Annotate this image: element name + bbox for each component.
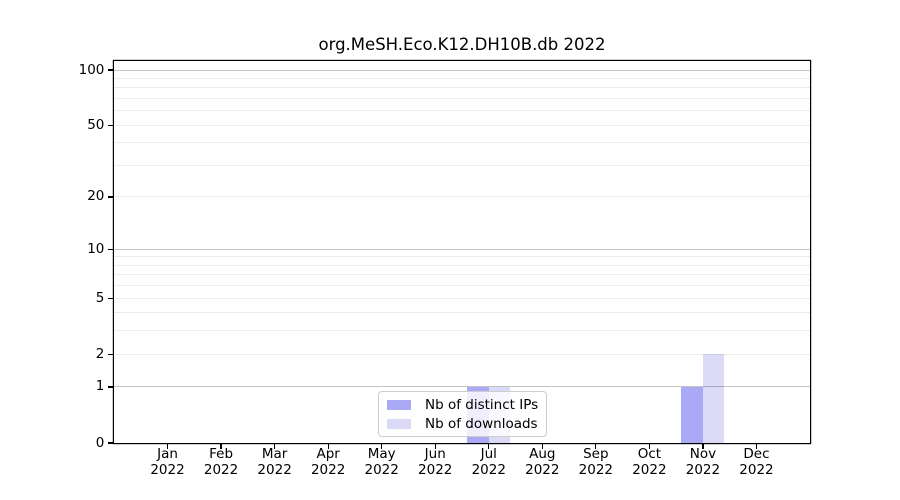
x-tick-apr xyxy=(327,444,329,450)
x-tick-oct xyxy=(648,444,651,450)
x-tick-label-feb: Feb 2022 xyxy=(185,446,257,478)
x-tick-year-jun: 2022 xyxy=(418,461,453,478)
gridline-y-4 xyxy=(114,312,810,314)
y-tick-label-50: 50 xyxy=(87,116,105,133)
x-tick-month-jun: Jun xyxy=(424,446,446,462)
legend-item-downloads: Nb of downloads xyxy=(385,416,539,432)
gridline-y-5 xyxy=(114,297,810,299)
y-tick-20 xyxy=(108,196,114,198)
gridline-y-60 xyxy=(114,110,810,112)
x-tick-month-apr: Apr xyxy=(316,446,340,462)
legend: Nb of distinct IPs Nb of downloads xyxy=(378,391,547,437)
y-tick-label-0: 0 xyxy=(95,434,105,451)
legend-swatch-distinct-ips xyxy=(387,399,411,410)
x-tick-year-jan: 2022 xyxy=(150,461,185,478)
x-tick-label-apr: Apr 2022 xyxy=(292,446,364,478)
legend-item-distinct-ips: Nb of distinct IPs xyxy=(385,397,539,413)
x-tick-jul xyxy=(488,444,490,450)
x-tick-dec xyxy=(755,444,758,450)
x-tick-month-may: May xyxy=(367,446,396,462)
legend-label-distinct-ips: Nb of distinct IPs xyxy=(425,396,539,413)
x-tick-year-aug: 2022 xyxy=(525,461,560,478)
x-tick-month-jan: Jan xyxy=(157,446,178,462)
x-tick-year-apr: 2022 xyxy=(310,461,346,478)
x-tick-label-nov: Nov 2022 xyxy=(667,446,739,478)
legend-label-downloads: Nb of downloads xyxy=(425,415,538,432)
x-tick-may xyxy=(381,444,383,450)
x-tick-label-sep: Sep 2022 xyxy=(560,446,632,478)
x-tick-year-feb: 2022 xyxy=(203,461,239,478)
x-tick-month-nov: Nov xyxy=(689,446,717,462)
gridline-y-50 xyxy=(114,124,810,126)
x-tick-feb xyxy=(220,444,222,450)
x-tick-label-jan: Jan 2022 xyxy=(132,446,204,478)
bar-nov-distinct-ips xyxy=(681,387,703,443)
x-tick-label-may: May 2022 xyxy=(346,446,418,478)
x-tick-year-nov: 2022 xyxy=(685,461,721,478)
chart-title: org.MeSH.Eco.K12.DH10B.db 2022 xyxy=(318,35,606,54)
x-tick-month-jul: Jul xyxy=(480,446,497,462)
x-tick-nov xyxy=(702,444,704,450)
x-tick-year-mar: 2022 xyxy=(257,461,292,478)
gridline-y-100 xyxy=(114,69,810,71)
x-tick-sep xyxy=(595,444,597,450)
y-tick-10 xyxy=(108,248,114,250)
x-tick-month-aug: Aug xyxy=(529,446,556,462)
gridline-y-10 xyxy=(114,248,810,250)
y-tick-100 xyxy=(108,69,114,71)
gridline-y-40 xyxy=(114,142,810,144)
x-tick-aug xyxy=(541,444,543,450)
gridline-y-90 xyxy=(114,77,810,79)
x-tick-month-feb: Feb xyxy=(209,446,234,462)
y-tick-0 xyxy=(108,442,114,444)
bar-nov-downloads xyxy=(702,354,725,443)
legend-swatch-downloads xyxy=(387,418,411,429)
gridline-y-8 xyxy=(114,264,810,266)
x-tick-month-oct: Oct xyxy=(637,446,662,462)
y-tick-label-10: 10 xyxy=(87,240,105,257)
x-tick-month-dec: Dec xyxy=(743,446,770,462)
y-tick-1 xyxy=(108,386,114,388)
x-tick-mar xyxy=(273,444,276,450)
x-tick-jan xyxy=(166,444,169,450)
x-tick-year-may: 2022 xyxy=(364,461,399,478)
x-tick-year-oct: 2022 xyxy=(632,461,667,478)
x-tick-label-jun: Jun 2022 xyxy=(399,446,471,478)
gridline-y-6 xyxy=(114,285,810,287)
y-tick-label-20: 20 xyxy=(87,188,105,205)
x-tick-label-oct: Oct 2022 xyxy=(613,446,685,478)
gridline-y-70 xyxy=(114,98,810,100)
y-tick-label-1: 1 xyxy=(95,378,105,395)
x-tick-month-mar: Mar xyxy=(261,446,288,462)
x-tick-month-sep: Sep xyxy=(583,446,609,462)
y-tick-label-100: 100 xyxy=(78,61,105,78)
x-tick-label-dec: Dec 2022 xyxy=(720,446,792,478)
x-tick-label-jul: Jul 2022 xyxy=(453,446,525,478)
y-tick-5 xyxy=(108,297,114,299)
plot-area xyxy=(114,61,810,443)
gridline-y-1 xyxy=(114,386,810,388)
gridline-y-9 xyxy=(114,256,810,258)
gridline-y-20 xyxy=(114,196,810,198)
x-tick-year-jul: 2022 xyxy=(471,461,506,478)
x-tick-year-sep: 2022 xyxy=(578,461,614,478)
x-tick-label-mar: Mar 2022 xyxy=(239,446,311,478)
x-tick-year-dec: 2022 xyxy=(739,461,774,478)
gridline-y-2 xyxy=(114,353,810,355)
gridline-y-3 xyxy=(114,330,810,332)
y-tick-label-2: 2 xyxy=(95,345,105,362)
y-tick-2 xyxy=(108,353,114,355)
gridline-y-80 xyxy=(114,87,810,89)
gridline-y-7 xyxy=(114,274,810,276)
gridline-y-30 xyxy=(114,165,810,166)
y-tick-50 xyxy=(108,124,114,126)
x-tick-label-aug: Aug 2022 xyxy=(506,446,578,478)
x-tick-jun xyxy=(434,444,436,450)
y-tick-label-5: 5 xyxy=(95,289,105,306)
